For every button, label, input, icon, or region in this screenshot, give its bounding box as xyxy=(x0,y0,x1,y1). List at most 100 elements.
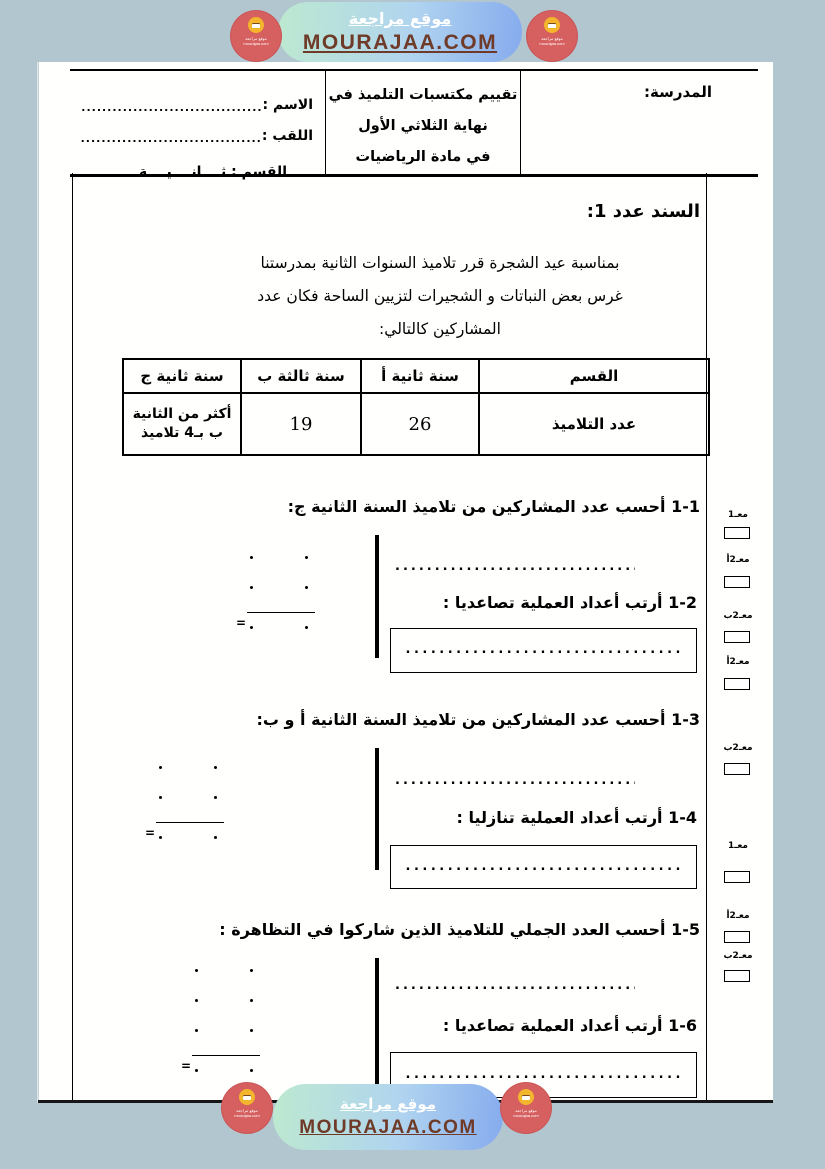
logo-text-ar: موقع مراجعة xyxy=(541,36,563,41)
logo-text-domain: mourajaa.com xyxy=(234,1113,260,1118)
assessment-title-cell: تقييم مكتسبات التلميذ في نهاية الثلاثي ا… xyxy=(325,71,521,174)
header-table: المدرسة: تقييم مكتسبات التلميذ في نهاية … xyxy=(70,69,758,180)
mourajaa-logo-badge: موقع مراجعة mourajaa.com xyxy=(222,1083,272,1133)
question-1-2: 1-2 أرتب أعداد العملية تصاعديا : xyxy=(443,593,697,612)
book-icon xyxy=(248,17,264,33)
answer-line-1-1[interactable]: ........................................… xyxy=(395,560,635,574)
separator-bar xyxy=(375,535,379,658)
question-text: أرتب أعداد العملية تنازليا : xyxy=(456,808,663,827)
value-year2a: 26 xyxy=(360,392,480,456)
criterion-checkbox[interactable] xyxy=(724,527,750,539)
site-name-arabic: موقع مراجعة xyxy=(339,1095,437,1113)
logo-text-domain: mourajaa.com xyxy=(539,41,565,46)
site-banner-top[interactable]: موقع مراجعة MOURAJAA.COM xyxy=(278,2,522,62)
criterion-checkbox[interactable] xyxy=(724,970,750,982)
column-operation-area[interactable]: = xyxy=(145,762,226,848)
criterion-checkbox[interactable] xyxy=(724,931,750,943)
criterion-label: معـ1 xyxy=(728,510,748,520)
question-number: 1-3 xyxy=(671,710,700,729)
site-domain-link[interactable]: MOURAJAA.COM xyxy=(299,1117,477,1138)
question-1-3: 1-3 أحسب عدد المشاركين من تلاميذ السنة ا… xyxy=(256,710,700,729)
logo-text-domain: mourajaa.com xyxy=(513,1113,539,1118)
site-name-arabic: موقع مراجعة xyxy=(348,9,452,28)
separator-bar xyxy=(375,958,379,1092)
criterion-label: معـ2ب xyxy=(723,951,753,961)
col-header-year2a: سنة ثانية أ xyxy=(360,358,480,394)
book-icon xyxy=(518,1089,534,1105)
criterion-checkbox[interactable] xyxy=(724,871,750,883)
question-number: 1-2 xyxy=(668,593,697,612)
last-name-label: اللقب : xyxy=(261,128,313,144)
paragraph-line: بمناسبة عيد الشجرة قرر تلاميذ السنوات ال… xyxy=(260,254,620,272)
answer-line-1-5[interactable]: ........................................… xyxy=(395,979,635,993)
column-operation-area[interactable]: = xyxy=(181,965,262,1081)
question-text: أحسب العدد الجملي للتلاميذ الذين شاركوا … xyxy=(219,920,666,939)
book-icon xyxy=(544,17,560,33)
criterion-label: معـ2ب xyxy=(723,743,753,753)
answer-box-1-4[interactable]: ........................................… xyxy=(390,845,697,889)
content-frame xyxy=(72,173,707,1100)
question-number: 1-1 xyxy=(671,497,700,516)
criterion-label: معـ2ب xyxy=(723,611,753,621)
logo-text-ar: موقع مراجعة xyxy=(236,1108,258,1113)
separator-bar xyxy=(375,748,379,870)
site-banner-bottom[interactable]: موقع مراجعة MOURAJAA.COM xyxy=(273,1084,503,1150)
question-text: أحسب عدد المشاركين من تلاميذ السنة الثان… xyxy=(256,710,666,729)
criterion-label: معـ2أ xyxy=(726,911,750,921)
assessment-title-line: في مادة الرياضيات xyxy=(355,149,491,165)
worksheet-page: المدرسة: تقييم مكتسبات التلميذ في نهاية … xyxy=(38,62,773,1103)
mourajaa-logo-badge: موقع مراجعة mourajaa.com xyxy=(231,11,281,61)
equals-sign: = xyxy=(236,616,247,630)
criterion-checkbox[interactable] xyxy=(724,576,750,588)
mourajaa-logo-badge: موقع مراجعة mourajaa.com xyxy=(501,1083,551,1133)
question-text: أحسب عدد المشاركين من تلاميذ السنة الثان… xyxy=(287,497,666,516)
criterion-label: معـ2أ xyxy=(726,657,750,667)
assessment-title-line: تقييم مكتسبات التلميذ في xyxy=(328,87,518,103)
book-icon xyxy=(239,1089,255,1105)
value-year3b: 19 xyxy=(240,392,362,456)
logo-text-ar: موقع مراجعة xyxy=(515,1108,537,1113)
school-label: المدرسة: xyxy=(644,83,712,101)
question-1-1: 1-1 أحسب عدد المشاركين من تلاميذ السنة ا… xyxy=(288,497,700,516)
logo-text-domain: mourajaa.com xyxy=(243,41,269,46)
support-paragraph: بمناسبة عيد الشجرة قرر تلاميذ السنوات ال… xyxy=(180,247,700,346)
criterion-checkbox[interactable] xyxy=(724,631,750,643)
paragraph-line: المشاركين كالتالي: xyxy=(379,320,501,338)
student-info-cell: الاسم : ................................… xyxy=(70,71,325,180)
question-number: 1-4 xyxy=(668,808,697,827)
class-label: القسم : ثــــانــــيــــة xyxy=(138,164,287,180)
col-header-year3b: سنة ثالثة ب xyxy=(240,358,362,394)
question-number: 1-6 xyxy=(668,1016,697,1035)
logo-text-ar: موقع مراجعة xyxy=(245,36,267,41)
equals-sign: = xyxy=(181,1059,192,1073)
paragraph-line: غرس بعض النباتات و الشجيرات لتزيين الساح… xyxy=(257,287,623,305)
column-operation-area[interactable]: = xyxy=(236,552,317,638)
question-1-4: 1-4 أرتب أعداد العملية تنازليا : xyxy=(457,808,697,827)
school-cell: المدرسة: xyxy=(521,71,758,174)
question-text: أرتب أعداد العملية تصاعديا : xyxy=(442,1016,663,1035)
question-number: 1-5 xyxy=(671,920,700,939)
table-row: عدد التلاميذ 26 19 أكثر من الثانية ب بـ4… xyxy=(122,392,710,456)
criterion-label: معـ1 xyxy=(728,841,748,851)
assessment-title-line: نهاية الثلاثي الأول xyxy=(358,118,488,134)
col-header-class: القسم xyxy=(478,358,710,394)
col-header-year2c: سنة ثانية ج xyxy=(122,358,242,394)
criterion-checkbox[interactable] xyxy=(724,678,750,690)
equals-sign: = xyxy=(145,826,156,840)
last-name-field[interactable]: ........................................… xyxy=(80,132,262,144)
question-1-5: 1-5 أحسب العدد الجملي للتلاميذ الذين شار… xyxy=(219,920,700,939)
support-title: السند عدد 1: xyxy=(586,201,700,222)
question-1-6: 1-6 أرتب أعداد العملية تصاعديا : xyxy=(443,1016,697,1035)
mourajaa-logo-badge: موقع مراجعة mourajaa.com xyxy=(527,11,577,61)
site-domain-link[interactable]: MOURAJAA.COM xyxy=(302,31,498,54)
answer-line-1-3[interactable]: ........................................… xyxy=(395,774,635,788)
first-name-field[interactable]: ........................................… xyxy=(80,101,263,113)
answer-box-1-2[interactable]: ........................................… xyxy=(390,628,697,673)
criterion-checkbox[interactable] xyxy=(724,763,750,775)
question-text: أرتب أعداد العملية تصاعديا : xyxy=(442,593,663,612)
table-header-row: القسم سنة ثانية أ سنة ثالثة ب سنة ثانية … xyxy=(122,358,710,394)
first-name-label: الاسم : xyxy=(262,97,313,113)
value-year2c: أكثر من الثانية ب بـ4 تلاميذ xyxy=(122,392,242,456)
participants-table: القسم سنة ثانية أ سنة ثالثة ب سنة ثانية … xyxy=(122,358,710,456)
